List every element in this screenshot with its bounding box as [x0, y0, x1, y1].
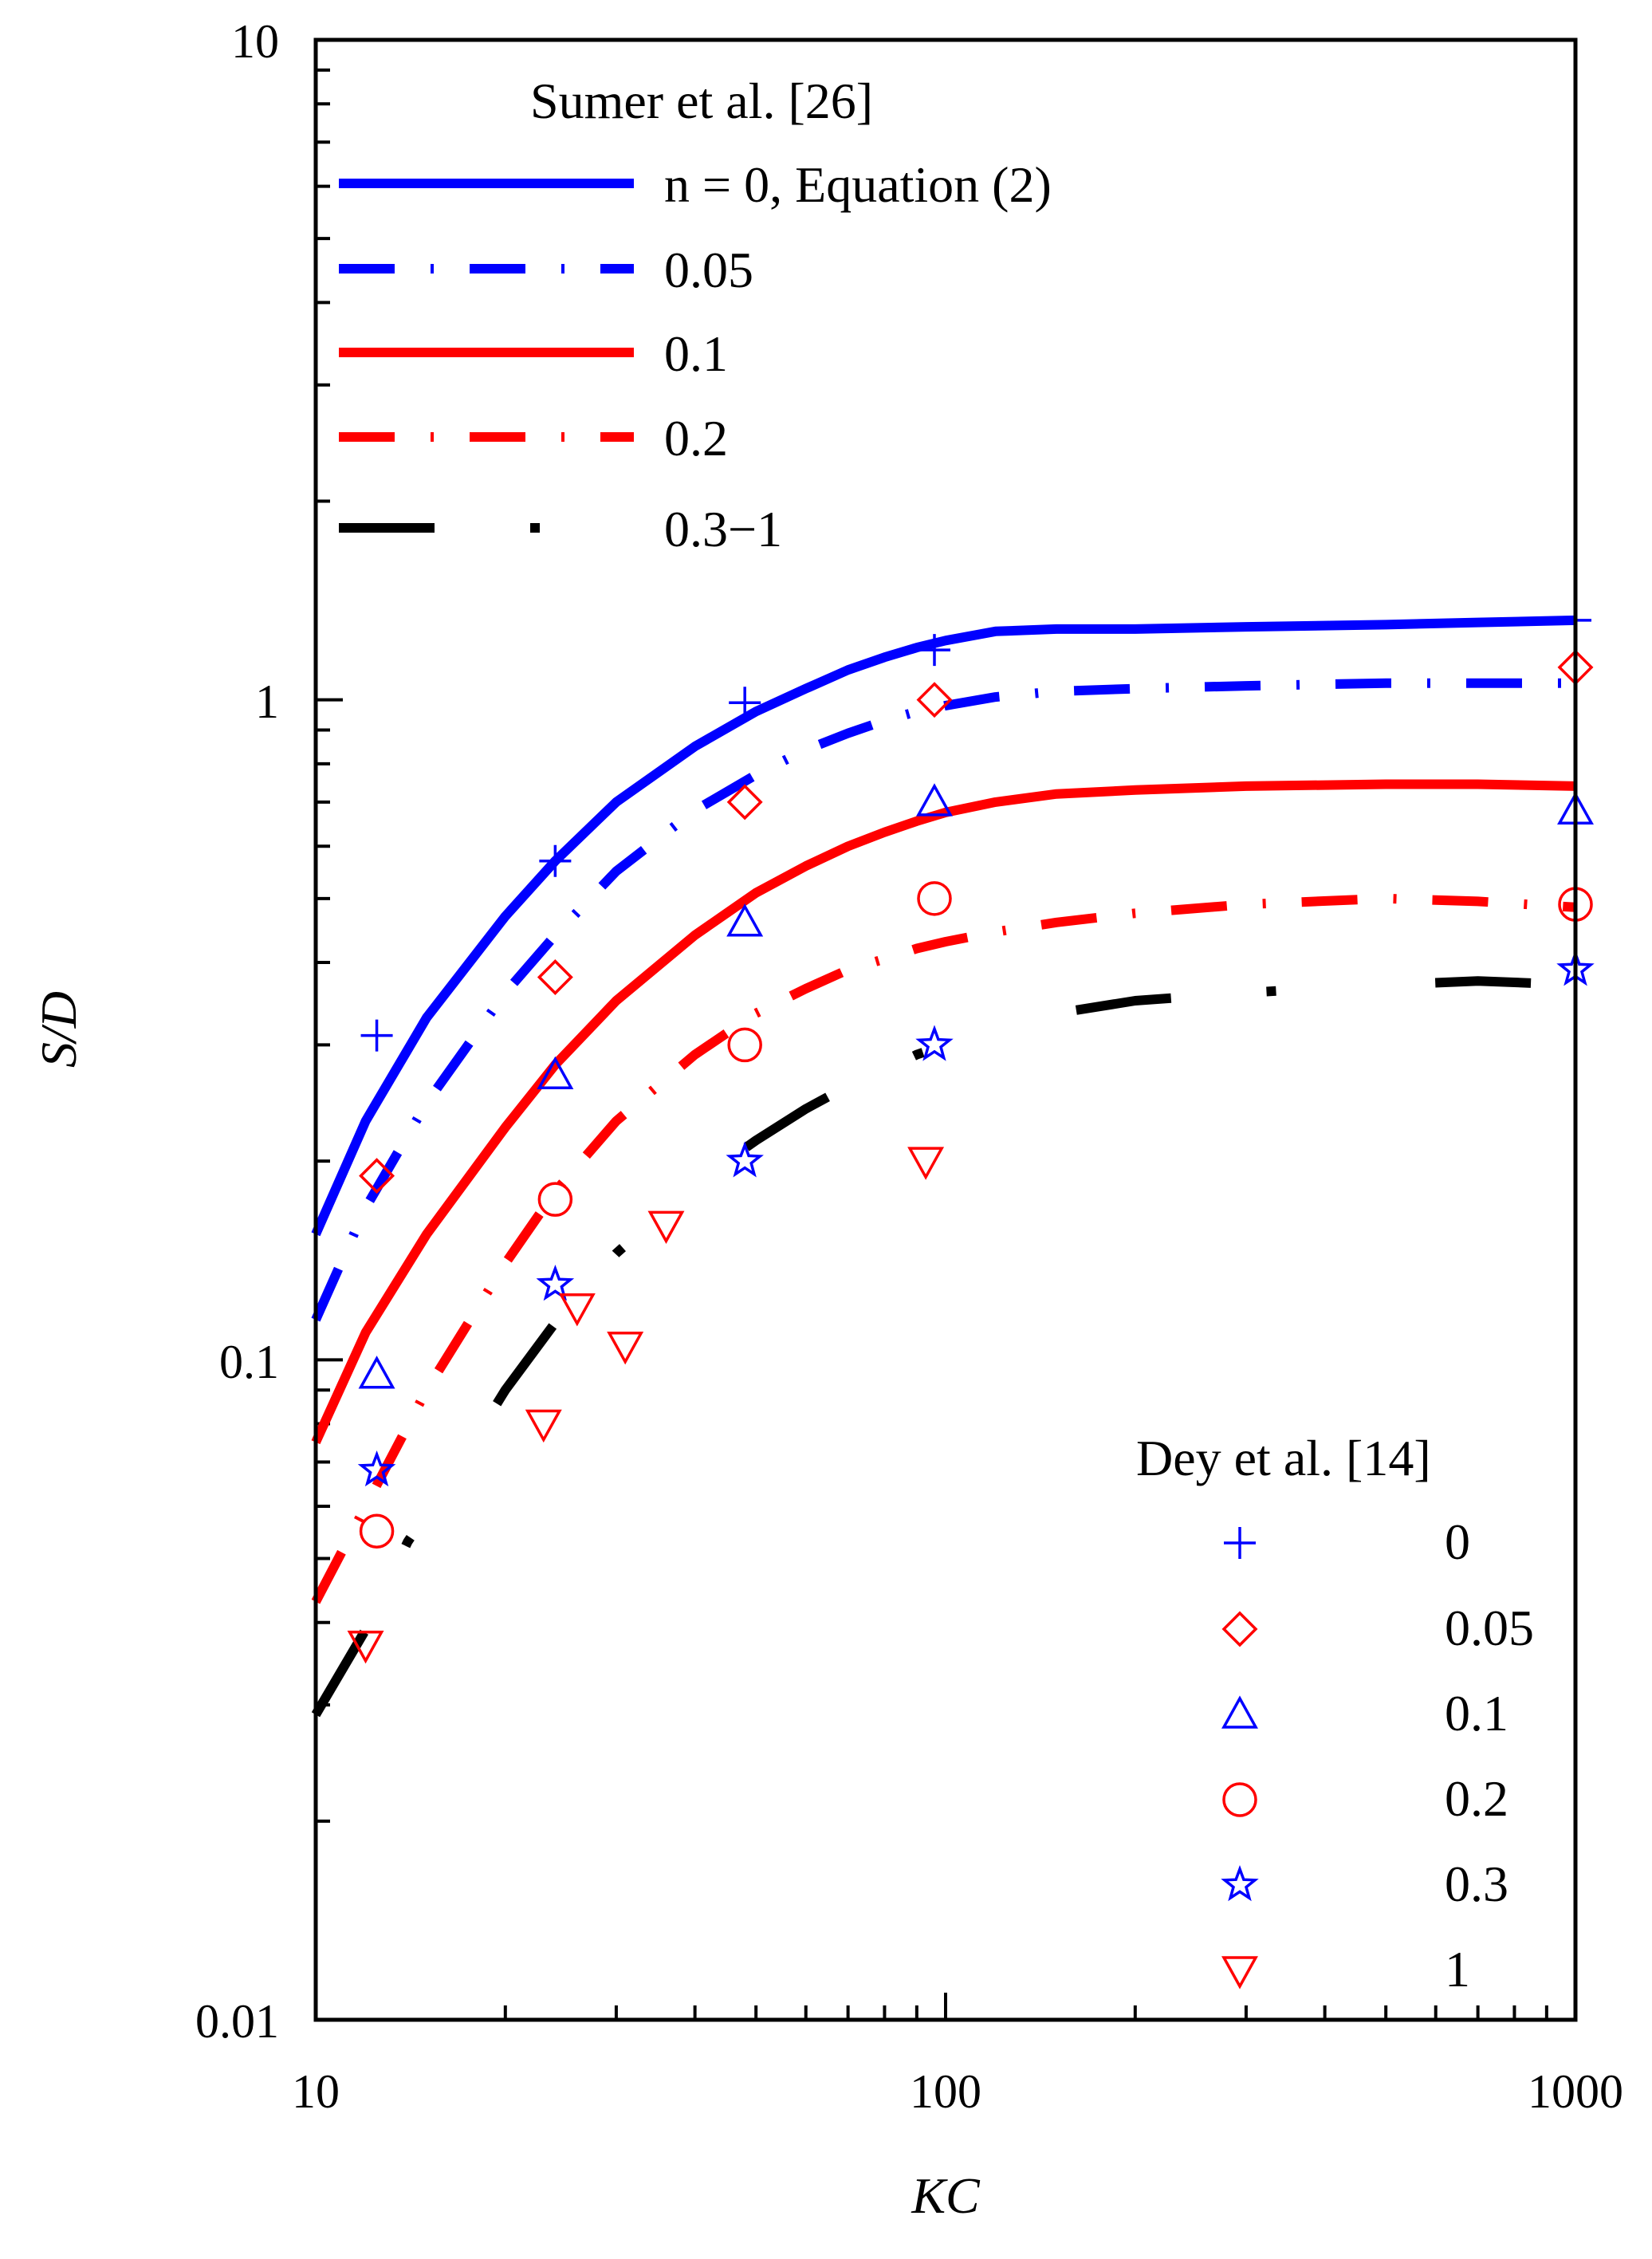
y-axis-title: S/D [30, 991, 87, 1068]
marker-diamond [916, 682, 953, 718]
legend-label-n01: 0.1 [664, 325, 728, 382]
marker-star [536, 1265, 575, 1301]
x-axis-title: KC [911, 2167, 981, 2224]
marker-circle [917, 881, 952, 916]
y-tick-labels: 10 1 0.1 0.01 [195, 15, 279, 2048]
x-tick-labels: 10 100 1000 [292, 2065, 1623, 2118]
marker-triangle-down [607, 1332, 644, 1365]
marker-triangle-up [537, 1056, 574, 1090]
x-tick-label: 100 [910, 2065, 981, 2118]
legend-marker-diamond [1221, 1611, 1258, 1647]
marker-plus [539, 844, 572, 877]
series-lines [311, 615, 1576, 1718]
marker-triangle-down [558, 1293, 596, 1327]
marker-star [357, 1450, 396, 1487]
legend-sumer-title: Sumer et al. [26] [530, 73, 873, 129]
marker-triangle-down [647, 1210, 685, 1244]
legend-sumer: Sumer et al. [26] n = 0, Equation (2) 0.… [339, 73, 1052, 557]
marker-triangle-up [726, 903, 764, 937]
series-line-4 [311, 976, 1576, 1718]
legend-marker-circle [1222, 1782, 1257, 1817]
marker-triangle-up [358, 1356, 395, 1389]
data-markers [347, 604, 1595, 1664]
legend-marker-star [1221, 1864, 1259, 1902]
y-tick-label: 0.1 [219, 1336, 279, 1388]
series-line-0 [311, 615, 1576, 1237]
series-line-1 [311, 678, 1575, 1322]
marker-plus [729, 687, 761, 719]
x-tick-label: 1000 [1528, 2065, 1623, 2118]
marker-star [915, 1025, 954, 1061]
marker-plus [918, 634, 950, 667]
marker-circle [727, 1027, 762, 1063]
legend-marker-triangle-down [1221, 1956, 1258, 1989]
legend-label-n0: n = 0, Equation (2) [664, 156, 1052, 213]
axis-ticks [314, 68, 1577, 2021]
legend-dey: Dey et al. [14] 0 0.05 0.1 0.2 0.3 1 [1136, 1430, 1534, 1997]
legend-marker-plus [1224, 1527, 1256, 1559]
legend-marker-triangle-up [1221, 1695, 1258, 1729]
marker-triangle-up [916, 783, 953, 817]
legend-dey-label: 0.1 [1445, 1685, 1508, 1741]
marker-circle [359, 1513, 395, 1549]
y-tick-label: 0.01 [195, 1995, 279, 2048]
legend-label-n005: 0.05 [664, 242, 753, 298]
legend-dey-label: 0.2 [1445, 1770, 1508, 1827]
legend-dey-title: Dey et al. [14] [1136, 1430, 1431, 1486]
series-line-3 [311, 893, 1576, 1604]
legend-dey-label: 0.05 [1445, 1600, 1534, 1656]
legend-dey-label: 1 [1445, 1941, 1470, 1997]
marker-star [726, 1141, 764, 1178]
marker-triangle-down [907, 1147, 945, 1180]
marker-diamond [359, 1158, 395, 1194]
legend-dey-label: 0.3 [1445, 1856, 1508, 1912]
legend-label-n02: 0.2 [664, 410, 728, 466]
marker-circle [537, 1182, 573, 1217]
legend-dey-label: 0 [1445, 1513, 1470, 1570]
marker-diamond [726, 784, 763, 821]
series-line-2 [311, 779, 1576, 1445]
x-tick-label: 10 [292, 2065, 340, 2118]
y-tick-label: 10 [231, 15, 279, 68]
y-tick-label: 1 [255, 675, 279, 728]
marker-triangle-down [525, 1409, 562, 1443]
marker-plus [360, 1019, 393, 1052]
marker-diamond [537, 958, 573, 995]
plot-frame [313, 37, 1578, 2022]
marker-triangle-down [347, 1630, 384, 1664]
legend-label-n03-1: 0.3−1 [664, 501, 782, 557]
